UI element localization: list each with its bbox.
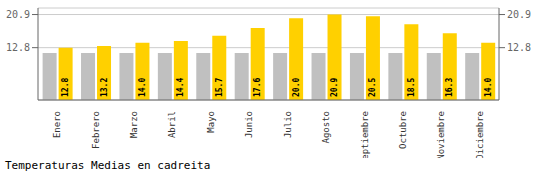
svg-text:13.2: 13.2 xyxy=(100,78,109,97)
svg-text:Octubre: Octubre xyxy=(398,111,408,149)
svg-text:14.0: 14.0 xyxy=(484,78,493,97)
svg-text:Mayo: Mayo xyxy=(206,111,216,133)
svg-text:18.5: 18.5 xyxy=(407,78,416,97)
svg-text:20.9: 20.9 xyxy=(6,9,30,20)
svg-text:Febrero: Febrero xyxy=(91,111,101,149)
svg-text:Marzo: Marzo xyxy=(129,111,139,138)
svg-text:14.0: 14.0 xyxy=(138,78,147,97)
svg-text:Julio: Julio xyxy=(283,111,293,138)
svg-text:Enero: Enero xyxy=(52,111,62,138)
svg-text:Diciembre: Diciembre xyxy=(475,111,485,158)
svg-text:14.4: 14.4 xyxy=(176,78,185,97)
svg-text:15.7: 15.7 xyxy=(215,78,224,97)
svg-text:12.8: 12.8 xyxy=(61,78,70,97)
svg-text:12.8: 12.8 xyxy=(6,42,30,53)
svg-text:16.3: 16.3 xyxy=(445,78,454,97)
svg-text:20.9: 20.9 xyxy=(330,78,339,97)
html-text:Temperaturas Medias en cadreit: Temperaturas Medias en cadreita xyxy=(5,159,211,172)
svg-text:Junio: Junio xyxy=(244,111,254,138)
svg-text:Septiembre: Septiembre xyxy=(360,111,370,158)
svg-text:20.9: 20.9 xyxy=(507,9,531,20)
svg-text:20.5: 20.5 xyxy=(368,78,377,97)
svg-text:Agosto: Agosto xyxy=(321,111,331,144)
svg-text:Noviembre: Noviembre xyxy=(436,111,446,158)
svg-text:17.6: 17.6 xyxy=(253,78,262,97)
svg-text:Abril: Abril xyxy=(167,111,177,138)
svg-text:12.8: 12.8 xyxy=(507,42,531,53)
svg-text:20.0: 20.0 xyxy=(292,78,301,97)
